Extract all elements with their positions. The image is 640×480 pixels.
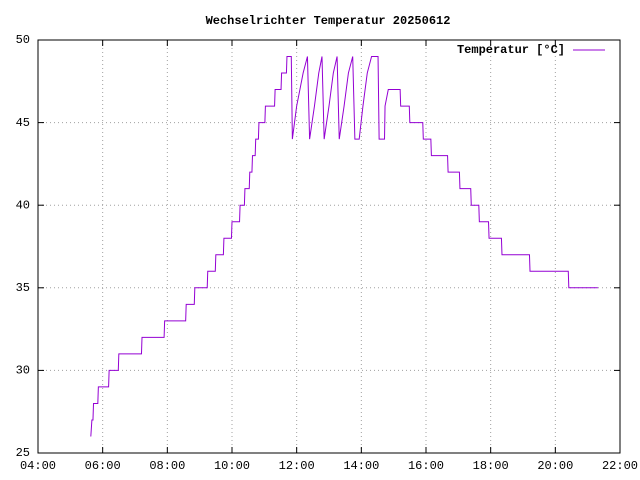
legend-label: Temperatur [°C] [457,43,565,57]
x-tick-label: 08:00 [149,459,185,473]
plot-border [37,39,621,454]
y-tick-label: 40 [16,198,30,212]
y-tick-label: 30 [16,364,30,378]
data-line [90,56,598,437]
chart-title: Wechselrichter Temperatur 20250612 [206,14,451,28]
x-tick-label: 10:00 [214,459,250,473]
x-tick-label: 22:00 [602,459,638,473]
y-tick-label: 35 [16,281,30,295]
x-tick-label: 14:00 [343,459,379,473]
x-tick-label: 04:00 [20,459,56,473]
y-tick-label: 50 [16,33,30,47]
x-tick-label: 20:00 [537,459,573,473]
x-tick-label: 06:00 [85,459,121,473]
x-tick-label: 12:00 [279,459,315,473]
x-tick-label: 18:00 [473,459,509,473]
x-tick-label: 16:00 [408,459,444,473]
y-tick-label: 45 [16,116,30,130]
y-tick-label: 25 [16,446,30,460]
